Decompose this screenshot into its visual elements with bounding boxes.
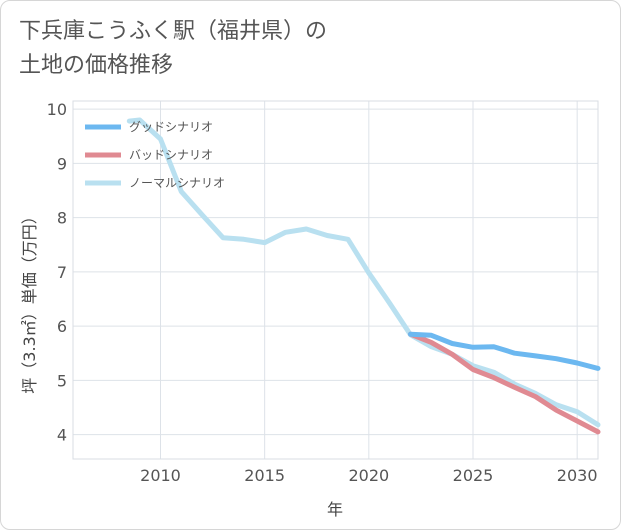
x-tick-label: 2010	[140, 466, 181, 485]
y-tick-label: 6	[57, 317, 67, 336]
axes: 2010 2015 2020 2025 2030 4 5 6 7 8 9 10	[47, 100, 599, 485]
y-tick-label: 4	[57, 426, 67, 445]
x-tick-label: 2030	[557, 466, 598, 485]
x-tick-label: 2015	[244, 466, 285, 485]
y-tick-label: 7	[57, 263, 67, 282]
legend-label-3: ノーマルシナリオ	[129, 176, 225, 190]
x-tick-label: 2020	[348, 466, 389, 485]
series-line-3	[126, 117, 601, 428]
y-tick-label: 9	[57, 154, 67, 173]
chart-title-line1: 下兵庫こうふく駅（福井県）の	[19, 19, 328, 44]
legend-label-2: バッドシナリオ	[129, 148, 213, 162]
x-tick-label: 2025	[453, 466, 494, 485]
y-tick-label: 8	[57, 209, 67, 228]
series-line-2	[408, 331, 601, 435]
x-axis-title: 年	[327, 500, 343, 519]
y-tick-label: 5	[57, 371, 67, 390]
y-axis-title: 坪（3.3㎡）単価（万円）	[20, 208, 39, 393]
y-tick-label: 10	[47, 100, 67, 119]
axis-labels: 年 坪（3.3㎡）単価（万円）	[20, 208, 343, 519]
chart-title-line2: 土地の価格推移	[19, 53, 174, 78]
chart-title: 下兵庫こうふく駅（福井県）の 土地の価格推移	[19, 15, 579, 83]
series-line-1	[408, 331, 601, 371]
series-lines	[126, 117, 601, 435]
legend-label-1: グッドシナリオ	[129, 120, 213, 134]
plot-frame	[72, 100, 599, 460]
